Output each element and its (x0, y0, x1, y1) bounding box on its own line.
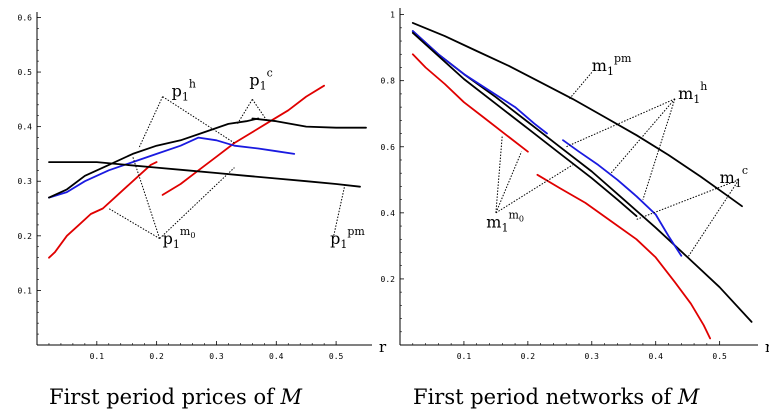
pointer-line (138, 96, 164, 149)
y-tick-label: 0.4 (18, 123, 33, 132)
pointer-line (642, 98, 676, 200)
annotation-label: m1c (720, 164, 748, 190)
y-tick-label: 0.6 (381, 143, 396, 152)
pointer-line (495, 164, 573, 214)
caption-prices: First period prices of M (49, 385, 303, 409)
pointer-line (108, 208, 160, 239)
pointer-line (251, 99, 268, 122)
plot-area: 0.1 0.2 0.3 0.4 0.5 0.2 0.4 0.6 0.8 1 m1pm m1h m1c m1… (381, 8, 758, 361)
x-tick-label: 0.2 (149, 352, 164, 361)
annotation-label: p1pm (330, 225, 365, 251)
caption-var: M (677, 385, 700, 409)
x-tick-label: 0.2 (521, 352, 536, 361)
pointer-line (159, 167, 235, 239)
y-tick-label: 0.3 (18, 177, 33, 186)
pointer-line (332, 183, 346, 239)
plot-area: 0.1 0.2 0.3 0.4 0.5 0.1 0.2 0.3 0.4 0.5 0.6 p1h p1c p… (18, 12, 372, 361)
annotation-label: m1m0 (486, 209, 524, 235)
y-tick-label: 0.8 (381, 77, 396, 86)
series-line-2 (411, 30, 548, 135)
y-tick-label: 0.2 (381, 275, 396, 284)
x-tick-label: 0.3 (209, 352, 224, 361)
annotation-label: p1h (172, 78, 196, 104)
series-line-5 (411, 53, 529, 153)
x-tick-label: 0.5 (329, 352, 344, 361)
x-axis-label: r (765, 338, 769, 356)
pointer-line (569, 72, 593, 100)
pointer-line (687, 179, 740, 258)
series-line-5 (48, 161, 361, 188)
x-tick-label: 0.4 (269, 352, 284, 361)
pointer-line (610, 98, 676, 174)
series-line-3 (48, 117, 260, 199)
pointer-line (162, 96, 235, 144)
series-line-4 (251, 117, 367, 129)
annotation-label: m1pm (592, 52, 632, 78)
annotation-label: p1c (249, 67, 272, 93)
y-tick-label: 0.2 (18, 232, 33, 241)
x-axis-label: r (379, 338, 387, 356)
series-line-6 (536, 173, 711, 340)
x-tick-label: 0.3 (585, 352, 600, 361)
x-tick-label: 0.5 (712, 352, 727, 361)
y-tick-label: 1 (390, 11, 395, 20)
y-tick-label: 0.6 (18, 13, 33, 22)
y-tick-label: 0.1 (18, 286, 33, 295)
series-line-0 (411, 21, 743, 208)
series-line-4 (411, 31, 638, 218)
pointer-line (495, 135, 503, 213)
chart-first-period-networks: 0.1 0.2 0.3 0.4 0.5 0.2 0.4 0.6 0.8 1 m1pm m1h m1c m1… (381, 8, 769, 409)
caption-var: M (280, 385, 303, 409)
pointer-line (495, 151, 522, 214)
chart-first-period-prices: 0.1 0.2 0.3 0.4 0.5 0.1 0.2 0.3 0.4 0.5 0.6 p1h p1c p… (18, 12, 387, 409)
annotation-label: p1m0 (163, 225, 196, 251)
x-tick-label: 0.1 (90, 352, 105, 361)
caption-networks: First period networks of M (413, 385, 700, 409)
y-tick-label: 0.5 (18, 68, 33, 77)
series-line-1 (161, 84, 326, 196)
pointer-line (566, 98, 676, 148)
pointer-line (132, 156, 161, 239)
x-tick-label: 0.1 (457, 352, 472, 361)
series-line-2 (48, 136, 296, 199)
pointer-line (636, 179, 740, 220)
x-tick-label: 0.4 (648, 352, 663, 361)
series-line-0 (48, 161, 158, 259)
annotation-label: m1h (678, 80, 707, 106)
series-line-3 (562, 139, 683, 257)
y-tick-label: 0.4 (381, 209, 396, 218)
